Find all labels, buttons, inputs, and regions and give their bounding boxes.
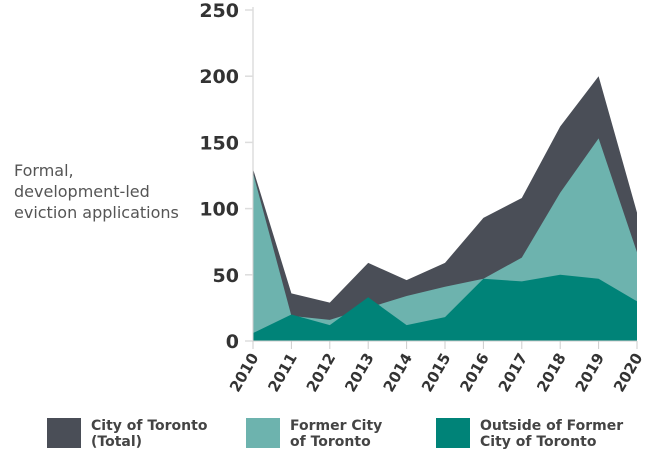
legend-label: of Toronto (290, 434, 371, 450)
legend-item-former-city: Former City of Toronto (246, 418, 382, 450)
legend-label: City of Toronto (91, 418, 208, 434)
x-tick-label: 2018 (533, 350, 569, 395)
x-tick-label: 2011 (264, 350, 300, 395)
x-tick-label: 2012 (303, 350, 339, 395)
legend-label: Former City (290, 418, 383, 434)
x-tick-label: 2010 (226, 350, 262, 395)
x-tick-label: 2017 (495, 350, 531, 395)
y-axis-label: Formal, development-led eviction applica… (14, 160, 179, 223)
legend-item-total: City of Toronto (Total) (47, 418, 207, 450)
y-axis-label-line: eviction applications (14, 203, 179, 222)
y-tick-label: 150 (199, 132, 239, 154)
legend-swatch-outside-former-city (436, 418, 470, 448)
x-tick-label: 2016 (456, 350, 492, 395)
y-tick-label: 100 (199, 199, 239, 221)
x-tick-label: 2019 (572, 350, 608, 395)
legend-label: (Total) (91, 434, 143, 450)
legend-item-outside-former-city: Outside of Former City of Toronto (436, 418, 623, 450)
x-tick-label: 2014 (380, 350, 416, 395)
legend-label: City of Toronto (480, 434, 597, 450)
legend-swatch-former-city (246, 418, 280, 448)
x-tick-label: 2015 (418, 350, 454, 395)
y-tick-label: 50 (213, 265, 239, 287)
y-tick-label: 250 (199, 0, 239, 22)
area-series-2 (253, 274, 637, 341)
y-axis-label-line: Formal, (14, 161, 74, 180)
y-tick-label: 200 (199, 66, 239, 88)
x-tick-label: 2013 (341, 350, 377, 395)
legend-swatch-total (47, 418, 81, 448)
legend-label: Outside of Former (480, 418, 624, 434)
y-axis-label-line: development-led (14, 182, 150, 201)
x-tick-label: 2020 (610, 350, 646, 395)
y-tick-label: 0 (226, 331, 239, 353)
